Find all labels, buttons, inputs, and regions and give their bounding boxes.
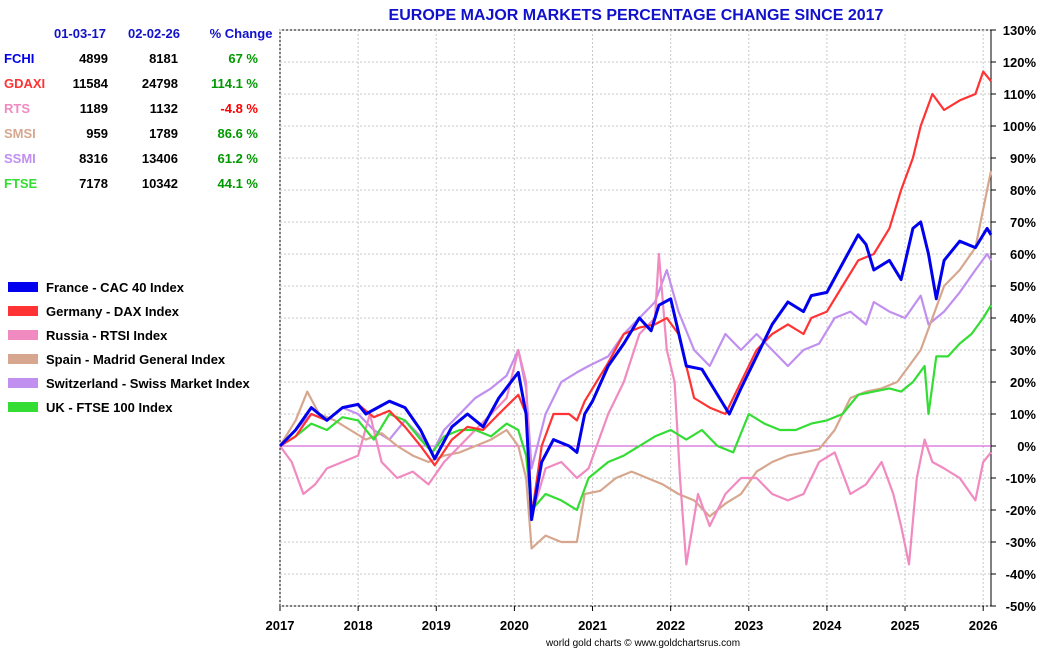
y-tick-label: 80% <box>1010 183 1036 198</box>
y-axis-ticks: 130% 120% 110% 100% 90% 80% 70% 60% 50% 40% 30% 20%… <box>991 23 1036 614</box>
legend-label: Spain - Madrid General Index <box>46 352 226 367</box>
x-tick-label: 2018 <box>344 618 373 633</box>
table-end-value: 1789 <box>149 126 178 141</box>
table-symbol: SSMI <box>4 151 36 166</box>
y-tick-label: 40% <box>1010 311 1036 326</box>
legend-swatch <box>8 354 38 364</box>
table-symbol: FCHI <box>4 51 34 66</box>
table-change-value: 44.1 % <box>218 176 259 191</box>
table-change-value: -4.8 % <box>220 101 258 116</box>
table-end-value: 24798 <box>142 76 178 91</box>
legend-label: Germany - DAX Index <box>46 304 180 319</box>
table-change-value: 86.6 % <box>218 126 259 141</box>
chart-title: EUROPE MAJOR MARKETS PERCENTAGE CHANGE S… <box>389 7 884 24</box>
y-tick-label: 70% <box>1010 215 1036 230</box>
table-end-value: 13406 <box>142 151 178 166</box>
y-tick-label: -30% <box>1006 535 1037 550</box>
table-change-value: 67 % <box>228 51 258 66</box>
x-tick-label: 2025 <box>891 618 920 633</box>
series-line-russia-rtsi-index <box>279 252 992 566</box>
y-tick-label: 10% <box>1010 407 1036 422</box>
legend: France - CAC 40 Index Germany - DAX Index… <box>8 280 250 415</box>
y-tick-label: -40% <box>1006 567 1037 582</box>
table-start-value: 959 <box>86 126 108 141</box>
y-tick-label: 130% <box>1003 23 1037 38</box>
table-header: 02-02-26 <box>128 26 180 41</box>
x-tick-label: 2022 <box>656 618 685 633</box>
series-line-germany-dax-index <box>279 70 992 518</box>
y-tick-label: 50% <box>1010 279 1036 294</box>
y-tick-label: -20% <box>1006 503 1037 518</box>
y-tick-label: 100% <box>1003 119 1037 134</box>
legend-swatch <box>8 378 38 388</box>
table-change-value: 114.1 % <box>211 76 258 91</box>
table-header: 01-03-17 <box>54 26 106 41</box>
y-tick-label: 60% <box>1010 247 1036 262</box>
y-tick-label: 30% <box>1010 343 1036 358</box>
y-tick-label: 20% <box>1010 375 1036 390</box>
table-end-value: 10342 <box>142 176 178 191</box>
series-line-uk-ftse-100-index <box>279 304 992 512</box>
table-end-value: 1132 <box>150 101 178 116</box>
table-change-value: 61.2 % <box>218 151 259 166</box>
legend-label: UK - FTSE 100 Index <box>46 400 173 415</box>
table-symbol: GDAXI <box>4 76 45 91</box>
x-tick-label: 2021 <box>578 618 607 633</box>
legend-swatch <box>8 330 38 340</box>
legend-label: France - CAC 40 Index <box>46 280 185 295</box>
series-line-france-cac-40-index <box>278 220 993 522</box>
x-tick-label: 2020 <box>500 618 529 633</box>
legend-swatch <box>8 402 38 412</box>
legend-label: Switzerland - Swiss Market Index <box>46 376 250 391</box>
x-tick-label: 2026 <box>969 618 998 633</box>
x-tick-label: 2017 <box>266 618 295 633</box>
y-tick-label: 120% <box>1003 55 1037 70</box>
chart-credit: world gold charts © www.goldchartsrus.co… <box>545 638 740 649</box>
legend-swatch <box>8 306 38 316</box>
summary-table: 01-03-17 02-02-26 % Change FCHI 4899 8181 67 %… <box>4 26 272 191</box>
table-symbol: SMSI <box>4 126 36 141</box>
table-start-value: 8316 <box>79 151 108 166</box>
y-tick-label: 0% <box>1017 439 1036 454</box>
legend-label: Russia - RTSI Index <box>46 328 168 343</box>
table-header: % Change <box>210 26 273 41</box>
table-start-value: 11584 <box>73 76 109 91</box>
y-tick-label: -50% <box>1006 599 1037 614</box>
x-tick-label: 2019 <box>422 618 451 633</box>
table-end-value: 8181 <box>149 51 178 66</box>
y-tick-label: -10% <box>1006 471 1037 486</box>
table-start-value: 1189 <box>80 101 108 116</box>
grid <box>279 29 991 607</box>
series-layer <box>278 70 993 566</box>
table-symbol: RTS <box>4 101 30 116</box>
y-tick-label: 90% <box>1010 151 1036 166</box>
table-start-value: 7178 <box>79 176 108 191</box>
table-symbol: FTSE <box>4 176 38 191</box>
table-start-value: 4899 <box>79 51 108 66</box>
x-tick-label: 2024 <box>812 618 842 633</box>
x-axis-ticks: 2017 2018 2019 2020 2021 2022 2023 2024 2025 2026 <box>266 606 998 633</box>
x-tick-label: 2023 <box>734 618 763 633</box>
legend-swatch <box>8 282 38 292</box>
series-line-spain-madrid-general-index <box>279 170 993 550</box>
y-tick-label: 110% <box>1003 87 1036 102</box>
